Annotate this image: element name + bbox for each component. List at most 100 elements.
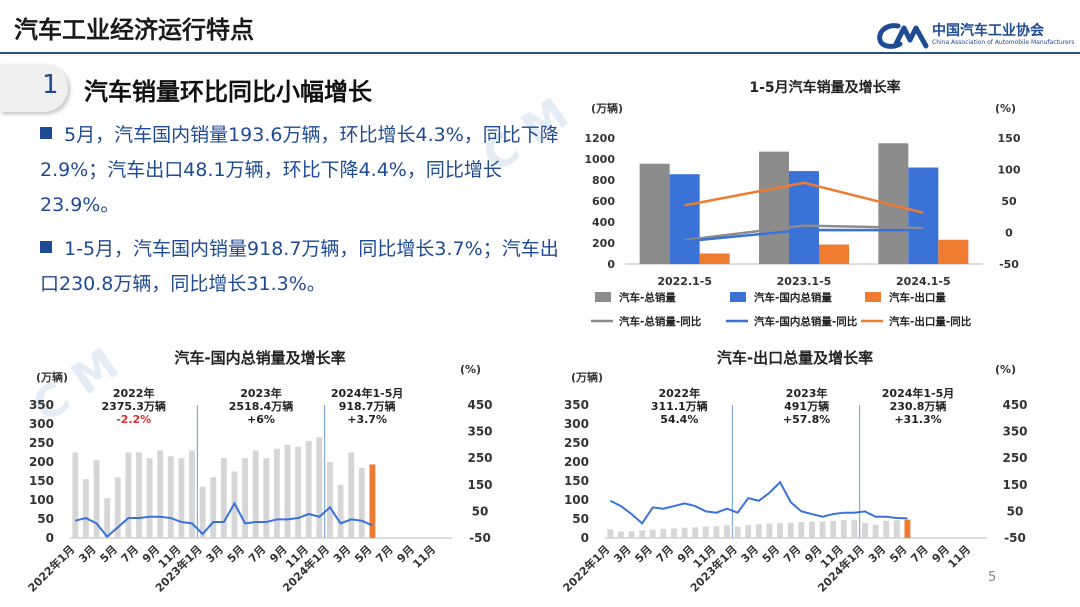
y2-tick-label: 50 (1001, 195, 1017, 208)
y-axis-unit: (万辆) (36, 370, 68, 384)
bar (649, 529, 656, 538)
x-tick-label: 11月 (410, 543, 438, 571)
bar (699, 253, 730, 264)
bullet-item: 1-5月，汽车国内销量918.7万辆，同比增长3.7%；汽车出口230.8万辆，… (40, 232, 560, 302)
annotation-text: 2022年 (658, 386, 700, 400)
annotation-text: 918.7万辆 (339, 399, 396, 413)
bar (93, 460, 100, 538)
annotation-text: 2023年 (786, 386, 828, 400)
x-tick-label: 5月 (632, 543, 654, 565)
bar (178, 458, 185, 538)
bar (798, 522, 805, 538)
chart-title: 1-5月汽车销量及增长率 (749, 79, 900, 96)
bar (125, 452, 132, 538)
bar (284, 444, 291, 538)
bar (199, 486, 206, 538)
annotation-text: 230.8万辆 (890, 399, 947, 413)
bar (840, 520, 847, 538)
series-line (684, 228, 924, 243)
logo-name-cn: 中国汽车工业协会 (932, 23, 1044, 39)
bar (607, 529, 614, 538)
y-tick-label: 0 (607, 258, 615, 271)
y2-tick-label: -50 (999, 258, 1019, 271)
y-tick-label: 250 (29, 436, 54, 450)
cam-logo-icon (877, 23, 929, 49)
y2-tick-label: 350 (467, 425, 492, 439)
bar (337, 484, 344, 538)
legend-swatch (865, 292, 881, 302)
x-tick-label: 2024.1-5 (896, 275, 951, 288)
chart-title: 汽车-国内总销量及增长率 (174, 349, 345, 367)
y-tick-label: 800 (592, 174, 615, 187)
bar (72, 452, 79, 538)
bar (759, 151, 789, 264)
bar (114, 477, 121, 538)
bar (777, 523, 784, 538)
x-tick-label: 3月 (739, 543, 761, 565)
bar (692, 527, 699, 538)
section-number: 1 (42, 70, 59, 100)
x-tick-label: 7月 (654, 543, 676, 565)
y-tick-label: 100 (564, 493, 589, 507)
bar (755, 524, 762, 538)
bullet-square-icon (40, 127, 52, 139)
bar (883, 520, 890, 538)
page-number: 5 (988, 570, 997, 585)
bar (713, 526, 720, 538)
y-tick-label: 1000 (584, 153, 615, 166)
y2-tick-label: 250 (467, 451, 492, 465)
bar (369, 464, 376, 538)
bar (628, 531, 635, 538)
y-tick-label: 300 (564, 417, 589, 431)
x-tick-label: 7月 (246, 543, 268, 565)
x-tick-label: 3月 (76, 543, 98, 565)
legend-swatch (595, 292, 611, 302)
y2-tick-label: 150 (1002, 478, 1027, 492)
bar (724, 525, 730, 538)
bar (660, 528, 667, 538)
legend-label: 汽车-出口量 (889, 291, 946, 304)
bar (252, 450, 259, 538)
series-line (684, 181, 924, 214)
bar (908, 167, 939, 264)
bar (104, 498, 111, 538)
y2-tick-label: 250 (1002, 451, 1027, 465)
y2-axis-unit: (%) (995, 102, 1016, 115)
x-tick-label: 7月 (908, 543, 930, 565)
annotation-text: 311.1万辆 (651, 399, 708, 413)
series-line (684, 224, 924, 242)
x-tick-label: 2022年1月 (25, 542, 78, 595)
bar (789, 171, 819, 264)
title-divider (0, 52, 1080, 54)
annotation-text: +31.3% (894, 413, 941, 426)
bar (787, 522, 794, 538)
page-title: 汽车工业经济运行特点 (14, 16, 254, 44)
y2-tick-label: 100 (998, 164, 1021, 177)
bar (348, 452, 355, 538)
x-tick-label: 2022.1-5 (657, 275, 712, 288)
annotation-text: +3.7% (347, 413, 387, 426)
annotation-text: +57.8% (783, 413, 830, 426)
x-tick-label: 3月 (204, 543, 226, 565)
y-tick-label: 350 (564, 398, 589, 412)
y-tick-label: 300 (29, 417, 54, 431)
annotation-text: +6% (247, 413, 275, 426)
y-tick-label: 1200 (584, 132, 615, 145)
y2-tick-label: 350 (1002, 425, 1027, 439)
bar (851, 519, 858, 538)
x-tick-label: 3月 (866, 543, 888, 565)
x-tick-label: 2023.1-5 (777, 275, 832, 288)
domestic-sales-chart: 汽车-国内总销量及增长率 (万辆) (%) 0 50 100 150 200 250 300 350… (25, 349, 493, 595)
y2-tick-label: 50 (472, 504, 489, 518)
section-title: 汽车销量环比同比小幅增长 (84, 78, 372, 106)
y-tick-label: 50 (572, 512, 589, 526)
x-tick-label: 7月 (119, 543, 141, 565)
bullet-text: 1-5月，汽车国内销量918.7万辆，同比增长3.7%；汽车出口230.8万辆，… (40, 238, 559, 295)
x-tick-label: 5月 (352, 543, 374, 565)
logo: 中国汽车工业协会 China Association of Automobile… (876, 20, 1076, 52)
y-axis-unit: (万辆) (571, 370, 603, 384)
top-sales-chart: 1-5月汽车销量及增长率(万辆) (%)020040060080010001200… (584, 79, 1021, 328)
bar (808, 521, 815, 538)
x-tick-label: 7月 (781, 543, 803, 565)
legend-label: 汽车-国内总销量-同比 (754, 315, 858, 328)
